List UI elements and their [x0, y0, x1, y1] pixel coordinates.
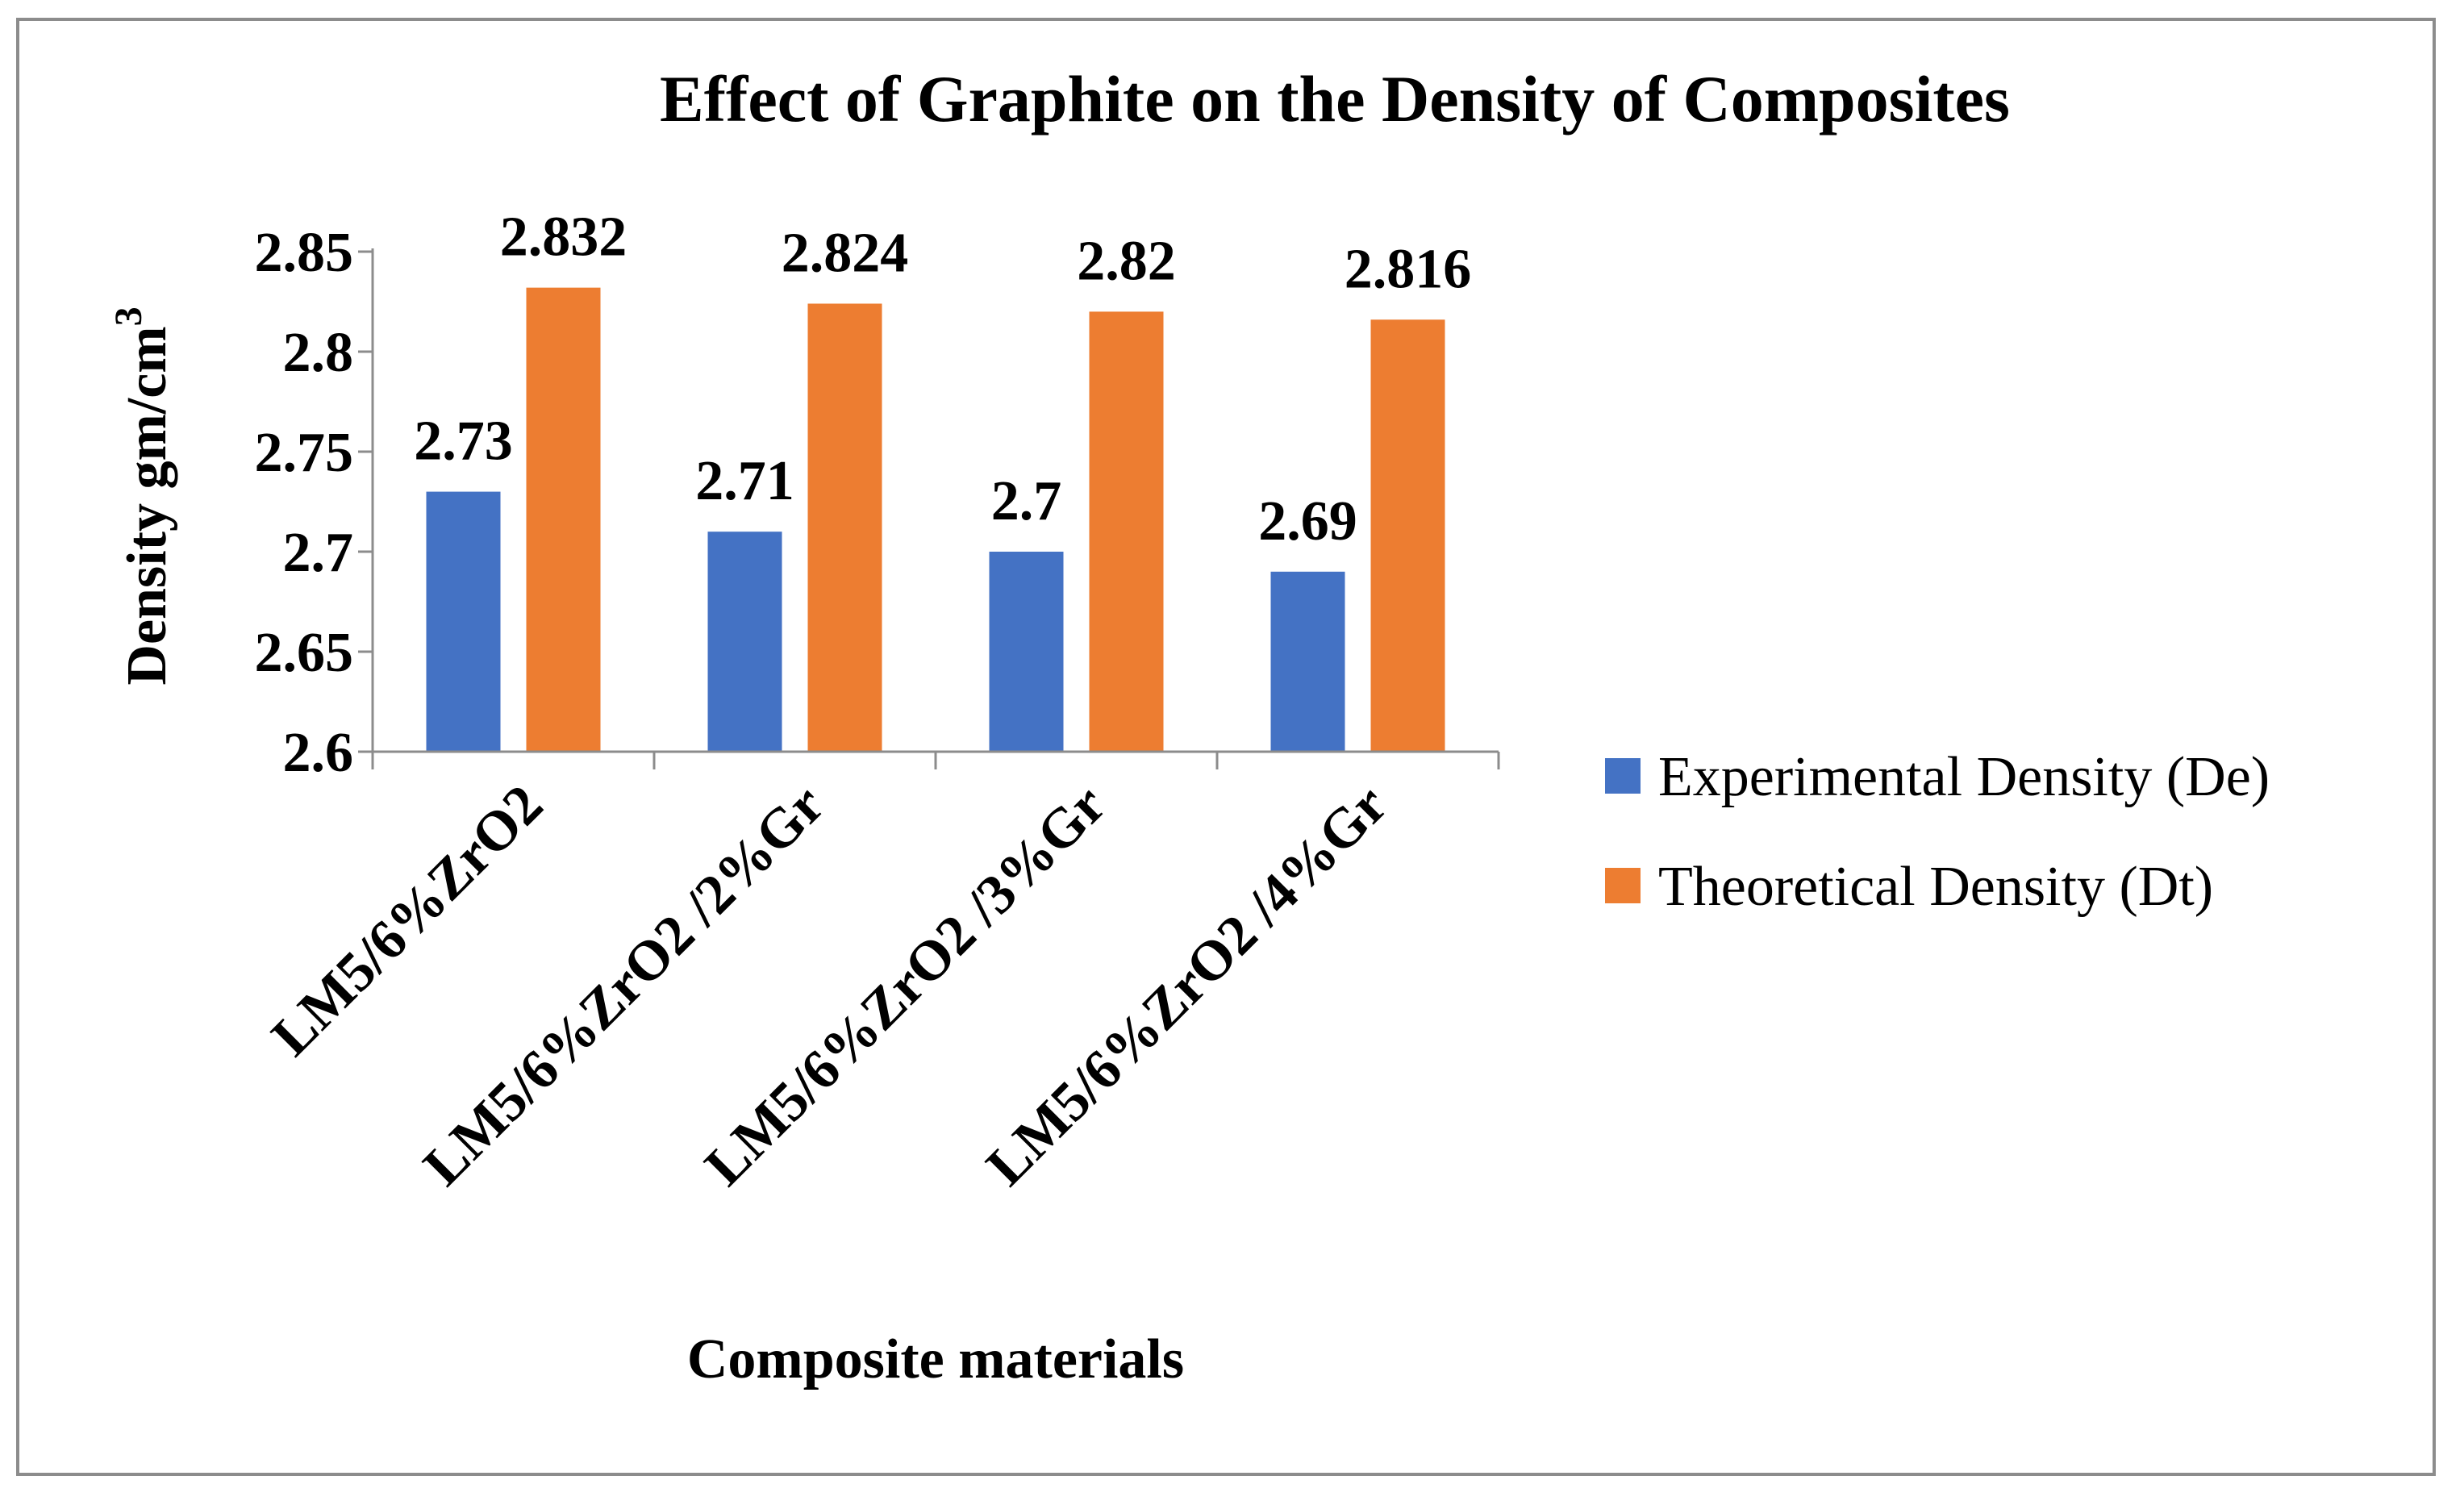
- y-axis-ticks: 2.6 2.65 2.7 2.75 2.8 2.85: [255, 222, 374, 784]
- data-label: 2.816: [1345, 238, 1472, 300]
- data-labels: 2.73 2.832 2.71 2.824 2.7 2.82 2.69 2.816: [414, 206, 1471, 552]
- legend-swatch-experimental: [1605, 758, 1641, 794]
- bar-experimental-1: [426, 491, 501, 752]
- svg-text:Density gm/cm3: Density gm/cm3: [107, 306, 178, 685]
- y-tick-label: 2.8: [283, 322, 354, 384]
- data-label: 2.82: [1077, 230, 1176, 292]
- bar-theoretical-1: [526, 287, 601, 752]
- chart-frame: [16, 18, 2436, 1476]
- bar-experimental-3: [989, 552, 1064, 752]
- bar-theoretical-3: [1089, 311, 1164, 752]
- data-label: 2.824: [782, 222, 909, 284]
- chart-title: Effect of Graphite on the Density of Com…: [660, 62, 2010, 135]
- data-label: 2.73: [414, 411, 513, 473]
- bar-experimental-2: [707, 532, 782, 752]
- y-tick-label: 2.65: [255, 622, 354, 684]
- y-axis-title: Density gm/cm3: [107, 306, 178, 685]
- bar-theoretical-4: [1370, 319, 1445, 752]
- y-tick-label: 2.75: [255, 422, 354, 484]
- x-axis-title: Composite materials: [687, 1328, 1184, 1390]
- legend-label-experimental: Experimental Density (De): [1658, 746, 2270, 808]
- x-axis: [371, 750, 1500, 769]
- y-tick-label: 2.6: [283, 722, 354, 784]
- data-label: 2.69: [1258, 490, 1357, 552]
- bar-experimental-4: [1270, 571, 1345, 752]
- y-tick-label: 2.7: [283, 522, 354, 584]
- bar-theoretical-2: [807, 303, 882, 752]
- data-label: 2.71: [695, 450, 794, 512]
- y-tick-label: 2.85: [255, 222, 354, 284]
- legend-swatch-theoretical: [1605, 868, 1641, 903]
- y-axis-label: Density gm/cm: [116, 326, 178, 685]
- y-axis-superscript: 3: [107, 306, 150, 326]
- x-category-label: LM5/6%ZrO2: [261, 773, 555, 1068]
- bars: [426, 287, 1445, 752]
- legend-label-theoretical: Theoretical Density (Dt): [1658, 856, 2213, 918]
- data-label: 2.832: [500, 206, 627, 269]
- legend: Experimental Density (De) Theoretical Den…: [1605, 746, 2270, 918]
- data-label: 2.7: [991, 470, 1062, 532]
